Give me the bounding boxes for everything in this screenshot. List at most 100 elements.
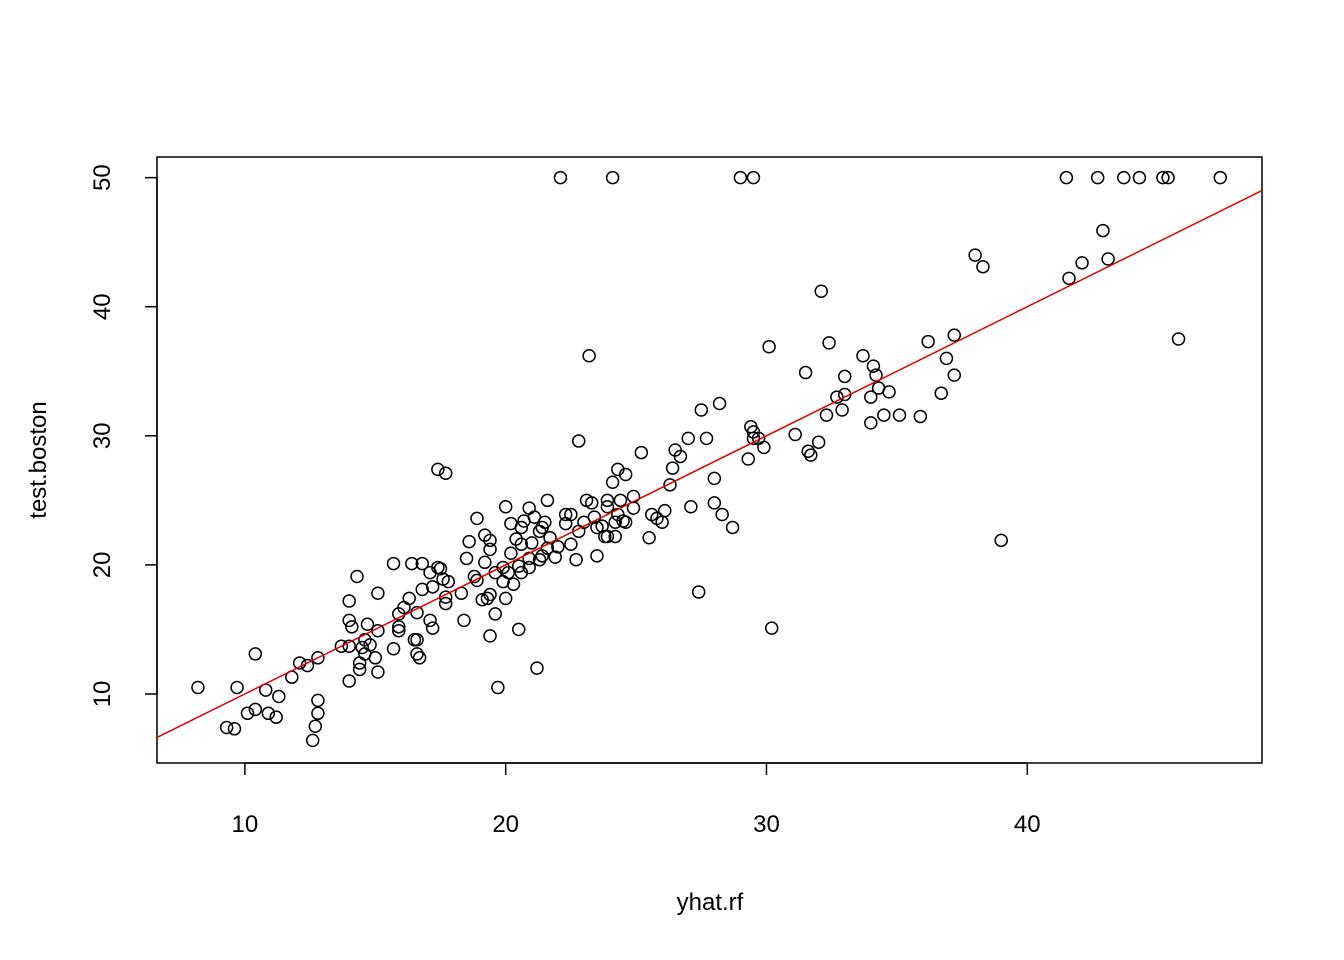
point — [605, 170, 620, 185]
x-tick-label: 20 — [492, 811, 519, 838]
point — [368, 651, 383, 665]
point — [882, 385, 896, 399]
point — [392, 623, 406, 638]
point — [407, 632, 422, 647]
point — [342, 594, 356, 608]
point — [525, 536, 539, 550]
point — [684, 500, 698, 514]
point — [423, 613, 437, 628]
point — [334, 639, 349, 653]
point — [530, 661, 544, 675]
point — [459, 551, 474, 566]
y-tick-label: 30 — [89, 422, 116, 449]
point — [1075, 256, 1089, 270]
point — [462, 534, 476, 549]
point — [412, 651, 427, 665]
point — [1161, 170, 1175, 185]
point — [1059, 170, 1074, 185]
point — [608, 515, 622, 530]
point — [386, 642, 401, 656]
point — [498, 500, 513, 514]
point — [540, 541, 555, 555]
point — [976, 259, 990, 274]
point — [921, 334, 935, 349]
point — [415, 582, 429, 597]
point — [540, 493, 555, 508]
y-tick-label: 20 — [89, 552, 116, 579]
point — [514, 520, 529, 535]
point — [480, 591, 495, 606]
point — [665, 461, 680, 475]
point — [600, 500, 615, 514]
point — [934, 386, 948, 400]
point — [191, 680, 205, 695]
plot-frame — [156, 156, 1263, 764]
point — [410, 605, 424, 620]
point — [1213, 170, 1228, 185]
point — [725, 520, 740, 535]
point — [1171, 332, 1186, 346]
point — [947, 328, 962, 342]
point — [219, 720, 234, 735]
point — [511, 559, 526, 573]
point — [587, 510, 602, 524]
point — [410, 647, 424, 661]
point — [590, 520, 604, 535]
point — [311, 693, 325, 708]
point — [538, 515, 552, 530]
point — [741, 452, 755, 466]
point — [681, 431, 695, 446]
point — [856, 349, 870, 363]
point — [527, 510, 542, 524]
point — [311, 706, 325, 721]
point — [305, 733, 320, 748]
point — [558, 507, 573, 522]
point — [457, 613, 471, 628]
point — [342, 674, 356, 688]
point — [892, 408, 907, 422]
point — [618, 467, 633, 482]
point — [658, 503, 672, 518]
point — [801, 444, 815, 459]
point — [483, 629, 497, 643]
point — [835, 403, 849, 417]
point — [483, 542, 497, 557]
point — [764, 621, 779, 635]
point — [470, 573, 484, 588]
point — [1156, 170, 1170, 185]
point — [1096, 223, 1110, 238]
point — [441, 574, 456, 589]
point — [483, 533, 497, 548]
point — [788, 427, 802, 442]
point — [438, 596, 453, 611]
point — [939, 351, 954, 366]
point — [994, 533, 1008, 548]
point — [433, 561, 448, 576]
y-tick-label: 10 — [89, 681, 116, 708]
point — [642, 531, 656, 545]
point — [608, 529, 622, 544]
point — [522, 551, 536, 566]
x-tick-label: 30 — [753, 811, 780, 838]
point — [582, 349, 596, 363]
point — [1090, 170, 1105, 185]
point — [511, 622, 526, 637]
point — [543, 531, 557, 545]
x-tick-label: 40 — [1014, 811, 1041, 838]
point — [707, 496, 722, 510]
point — [240, 706, 255, 721]
point — [715, 507, 729, 522]
point — [405, 556, 419, 571]
point — [746, 170, 761, 185]
point — [691, 585, 706, 599]
point — [1062, 271, 1076, 286]
point — [613, 493, 628, 508]
point — [504, 546, 518, 561]
point — [431, 462, 445, 477]
y-tick-label: 50 — [89, 164, 116, 191]
point — [467, 569, 482, 584]
point — [699, 431, 714, 446]
point — [864, 416, 878, 430]
point — [470, 511, 484, 526]
